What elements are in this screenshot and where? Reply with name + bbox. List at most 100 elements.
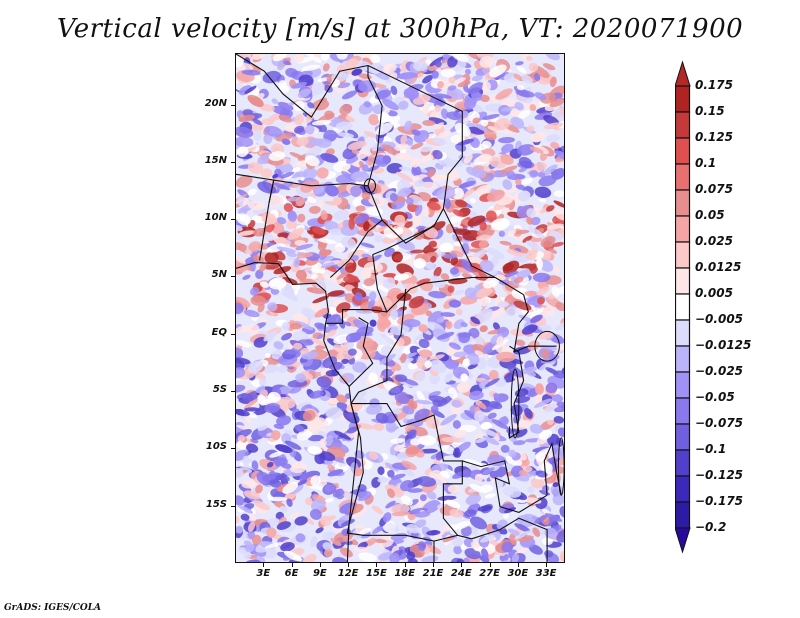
colorbar-min-arrow [675, 527, 691, 554]
colorbar-label: 0.15 [695, 104, 725, 118]
lon-tick-mark [404, 563, 406, 567]
lon-tick-mark [348, 563, 350, 567]
lon-tick-mark [546, 563, 548, 567]
lon-tick-label: 27E [479, 568, 500, 579]
colorbar-label: −0.1 [695, 442, 727, 456]
border-line [372, 225, 435, 256]
border-line [513, 294, 529, 353]
colorbar-segment [675, 397, 691, 425]
colorbar-label: −0.005 [695, 312, 744, 326]
lat-tick-label: 15S [205, 498, 227, 510]
colorbar-label: −0.0125 [695, 338, 752, 352]
colorbar-segment [675, 85, 691, 113]
colorbar-label: 0.1 [695, 156, 717, 170]
lon-tick-label: 30E [507, 568, 529, 579]
lon-tick-mark [433, 563, 434, 567]
colorbar-segment [675, 475, 691, 503]
lat-tick-label: 5N [211, 269, 227, 281]
lon-tick-label: 21E [422, 568, 444, 579]
lon-tick-label: 12E [337, 568, 359, 579]
colorbar-segment [675, 293, 691, 321]
colorbar-graphic [675, 60, 691, 554]
colorbar-label: −0.075 [695, 416, 744, 430]
lake-chad [363, 178, 377, 194]
lake-tanganyika [510, 368, 520, 439]
lon-tick-mark [291, 563, 293, 567]
lon-tick-mark [376, 563, 378, 567]
colorbar-segment [675, 501, 691, 529]
colorbar-label: −0.2 [695, 520, 727, 534]
shaded-field [236, 54, 564, 562]
colorbar-label: −0.05 [695, 390, 735, 404]
colorbar-segment [675, 345, 691, 373]
lat-tick-mark [231, 505, 235, 507]
colorbar-segment [675, 267, 691, 295]
colorbar-label: 0.025 [695, 234, 733, 248]
colorbar-max-arrow [675, 60, 691, 87]
lat-tick-mark [231, 333, 235, 335]
lon-tick-label: 15E [366, 568, 387, 579]
lat-tick-label: EQ [211, 326, 227, 338]
lon-tick-mark [263, 563, 265, 567]
border-line [381, 208, 444, 244]
border-line [508, 345, 525, 439]
lake-victoria [534, 330, 560, 362]
lat-tick-mark [231, 391, 235, 393]
colorbar-segment [675, 241, 691, 269]
border-line [513, 345, 557, 353]
map-panel [235, 53, 565, 563]
colorbar-segment [675, 215, 691, 243]
colorbar-label: 0.075 [695, 182, 733, 196]
lon-tick-label: 18E [394, 568, 416, 579]
colorbar-label: −0.025 [695, 364, 744, 378]
colorbar-segment [675, 423, 691, 451]
lon-tick-mark [517, 563, 519, 567]
colorbar-label: 0.125 [695, 130, 733, 144]
lat-tick-label: 5S [212, 384, 227, 396]
colorbar-segment [675, 111, 691, 139]
colorbar-segment [675, 319, 691, 347]
lat-tick-mark [231, 219, 235, 221]
lon-tick-mark [319, 563, 321, 567]
lon-tick-label: 3E [256, 568, 271, 579]
border-line [543, 441, 562, 496]
colorbar-segment [675, 163, 691, 191]
colorbar-segment [675, 189, 691, 217]
lon-tick-label: 33E [535, 568, 557, 579]
border-line [268, 179, 369, 204]
lat-tick-label: 10S [205, 441, 227, 453]
colorbar-label: 0.05 [695, 208, 725, 222]
lon-tick-label: 9E [312, 568, 327, 579]
lat-tick-mark [231, 104, 235, 106]
colorbar-label: 0.005 [695, 286, 733, 300]
colorbar-segment [675, 449, 691, 477]
grads-credit: GrADS: IGES/COLA [4, 603, 102, 613]
border-line [329, 65, 383, 278]
lon-tick-mark [461, 563, 463, 567]
border-line [462, 460, 548, 513]
coastline [236, 262, 364, 562]
lat-tick-label: 10N [204, 212, 227, 224]
chart-title: Vertical velocity [m/s] at 300hPa, VT: 2… [56, 14, 744, 44]
lake-malawi [557, 437, 564, 496]
lat-tick-label: 20N [204, 97, 227, 109]
lon-tick-label: 24E [450, 568, 472, 579]
border-line [471, 517, 548, 562]
lon-tick-label: 6E [284, 568, 299, 579]
border-line [372, 254, 496, 313]
border-line [236, 54, 369, 118]
colorbar-label: 0.0125 [695, 260, 742, 274]
lat-tick-mark [231, 276, 235, 278]
colorbar-label: 0.175 [695, 78, 733, 92]
border-line [351, 403, 463, 536]
colorbar-segment [675, 137, 691, 165]
border-line [325, 309, 387, 324]
lat-tick-mark [231, 448, 235, 450]
border-line [350, 288, 407, 404]
colorbar-label: −0.125 [695, 468, 744, 482]
lat-tick-label: 15N [204, 154, 227, 166]
lon-tick-mark [489, 563, 491, 567]
country-borders [236, 54, 564, 562]
lat-tick-mark [231, 161, 235, 163]
vertical-velocity-field [236, 54, 564, 562]
